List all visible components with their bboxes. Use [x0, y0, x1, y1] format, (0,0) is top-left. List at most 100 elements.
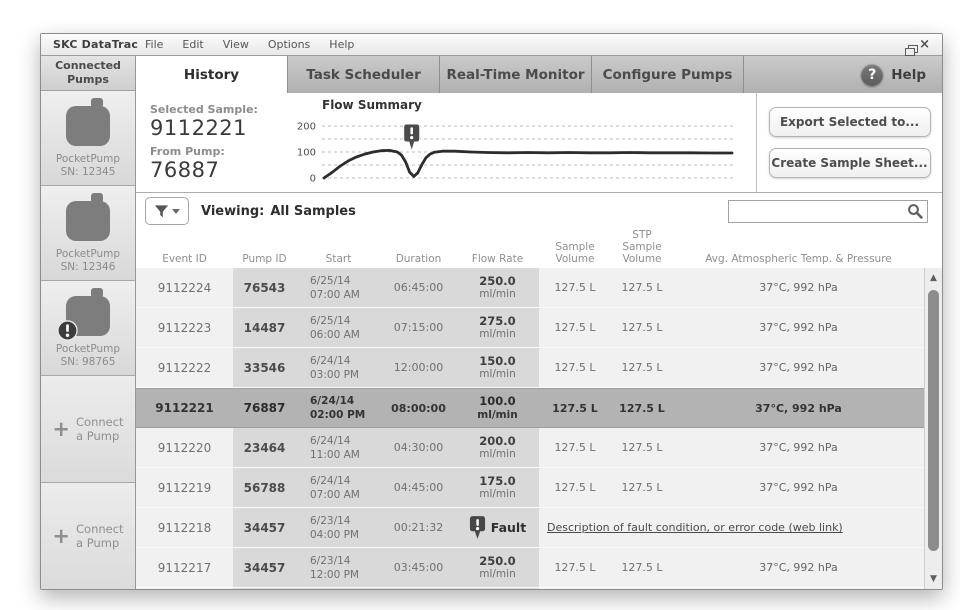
samples-table: 9112224 76543 6/25/14 07:00 AM 06:45:00 2… [136, 268, 942, 589]
app-window: SKC DataTrac File Edit View Options Help… [40, 33, 943, 590]
tab-real-time-monitor[interactable]: Real-Time Monitor [440, 56, 592, 93]
connect-label: Connect a Pump [76, 521, 124, 550]
cell-event-id: 9112220 [157, 440, 212, 455]
table-row[interactable]: 9112222 33546 6/24/14 03:00 PM 12:00:00 1… [136, 348, 924, 389]
table-header: Event ID Pump ID Start Duration Flow Rat… [136, 229, 942, 268]
filter-button[interactable] [145, 197, 189, 225]
menu-file[interactable]: File [145, 38, 164, 51]
menu-help[interactable]: Help [329, 38, 355, 51]
connect-a-pump-button-2[interactable]: + Connect a Pump [41, 483, 135, 589]
col-header-sample-volume[interactable]: Sample Volume [555, 241, 595, 266]
menu-view[interactable]: View [222, 38, 249, 51]
pump-label: PocketPump SN: 98765 [55, 342, 121, 369]
cell-event-id: 9112219 [157, 480, 212, 495]
pump-item-12345[interactable]: PocketPump SN: 12345 [41, 91, 135, 186]
pump-item-12346[interactable]: PocketPump SN: 12346 [41, 186, 135, 281]
tab-bar: History Task Scheduler Real-Time Monitor… [136, 56, 942, 93]
title-bar: SKC DataTrac File Edit View Options Help… [41, 34, 942, 56]
cell-pump-id: 56788 [243, 480, 286, 495]
col-header-start[interactable]: Start [325, 253, 352, 266]
table-row[interactable]: 9112224 76543 6/25/14 07:00 AM 06:45:00 2… [136, 268, 924, 309]
scrollbar-thumb[interactable] [928, 290, 939, 551]
cell-sample-volume: 127.5 L [554, 361, 596, 375]
cell-start: 6/24/14 02:00 PM [296, 394, 381, 422]
start-time: 11:00 AM [310, 448, 360, 461]
cell-duration: 03:45:00 [393, 561, 444, 575]
cell-pump-id: 34457 [243, 560, 286, 575]
search-icon[interactable] [907, 203, 923, 219]
cell-sample-volume: 127.5 L [554, 561, 596, 575]
cell-pump-id: 14487 [243, 320, 286, 335]
table-row[interactable]: 9112219 56788 6/24/14 07:00 AM 04:45:00 1… [136, 468, 924, 509]
cell-flow-rate: 250.0 ml/min [456, 554, 539, 582]
cell-start: 6/24/14 03:00 PM [296, 354, 381, 382]
table-row[interactable]: 9112220 23464 6/24/14 11:00 AM 04:30:00 2… [136, 428, 924, 469]
connect-a-pump-button-1[interactable]: + Connect a Pump [41, 376, 135, 483]
flow-value: 175.0 [479, 473, 516, 488]
close-icon[interactable]: × [919, 37, 930, 52]
table-row[interactable]: 9112217 34457 6/23/14 12:00 PM 03:45:00 2… [136, 548, 924, 589]
cell-stp-volume: 127.5 L [621, 441, 663, 455]
export-selected-button[interactable]: Export Selected to... [768, 107, 931, 137]
fault-description-link[interactable]: Description of fault condition, or error… [547, 521, 843, 535]
cell-sample-volume: 127.5 L [552, 401, 598, 415]
menu-edit[interactable]: Edit [182, 38, 204, 51]
table-row[interactable]: 9112223 14487 6/25/14 06:00 AM 07:15:00 2… [136, 308, 924, 349]
cell-atm-temp-pressure: 37°C, 992 hPa [759, 281, 838, 295]
cell-flow-rate: 175.0 ml/min [456, 474, 539, 502]
menu-options[interactable]: Options [267, 38, 311, 51]
col-header-pump-id[interactable]: Pump ID [242, 253, 287, 266]
app-title: SKC DataTrac [53, 38, 139, 51]
cell-duration: 06:45:00 [393, 281, 444, 295]
start-time: 04:00 PM [310, 528, 359, 541]
start-time: 02:00 PM [310, 409, 366, 422]
start-time: 07:00 AM [310, 288, 360, 301]
col-header-flow-rate[interactable]: Flow Rate [471, 253, 524, 266]
start-date: 6/25/14 [310, 274, 351, 287]
vertical-scrollbar[interactable]: ▲ ▼ [924, 268, 942, 589]
flow-unit: ml/min [479, 488, 516, 501]
tab-task-scheduler[interactable]: Task Scheduler [288, 56, 440, 93]
cell-stp-volume: 127.5 L [621, 281, 663, 295]
pump-icon [66, 192, 110, 241]
svg-text:200: 200 [297, 122, 316, 133]
tab-history[interactable]: History [136, 56, 288, 93]
tab-configure-pumps[interactable]: Configure Pumps [592, 56, 744, 93]
help-button[interactable]: ? Help [744, 56, 942, 93]
flow-chart-svg: 200 100 0 [297, 122, 734, 185]
plus-icon: + [52, 416, 71, 441]
col-header-avg-atmospheric[interactable]: Avg. Atmospheric Temp. & Pressure [705, 253, 892, 266]
start-date: 6/23/14 [310, 514, 351, 527]
col-header-event-id[interactable]: Event ID [162, 253, 207, 266]
scroll-down-icon[interactable]: ▼ [930, 574, 937, 584]
plus-icon: + [52, 523, 71, 548]
cell-event-id: 9112224 [157, 280, 212, 295]
cell-duration: 07:15:00 [393, 321, 444, 335]
pump-item-98765[interactable]: PocketPump SN: 98765 [41, 281, 135, 376]
cell-start: 6/23/14 04:00 PM [296, 514, 381, 542]
cell-start: 6/24/14 11:00 AM [296, 434, 381, 462]
col-header-duration[interactable]: Duration [395, 253, 442, 266]
create-sample-sheet-button[interactable]: Create Sample Sheet... [768, 148, 931, 178]
help-label: Help [891, 66, 926, 83]
cell-start: 6/23/14 12:00 PM [296, 554, 381, 582]
cell-event-id: 9112223 [157, 320, 212, 335]
cell-event-id: 9112218 [157, 520, 212, 535]
flow-value: 250.0 [479, 273, 516, 288]
flow-value: 100.0 [479, 394, 516, 409]
selected-sample-info: Selected Sample: 9112221 From Pump: 7688… [136, 93, 286, 192]
cell-pump-id: 33546 [243, 360, 286, 375]
filter-icon [154, 204, 169, 217]
from-pump-value: 76887 [150, 158, 220, 182]
cell-flow-rate: 275.0 ml/min [456, 314, 539, 342]
table-row[interactable]: 9112218 34457 6/23/14 04:00 PM 00:21:32 F… [136, 508, 924, 549]
cell-pump-id: 34457 [243, 520, 286, 535]
svg-text:0: 0 [310, 174, 316, 185]
help-icon: ? [861, 63, 884, 86]
search-input[interactable] [735, 204, 907, 218]
from-pump-label: From Pump: [150, 145, 225, 158]
scroll-up-icon[interactable]: ▲ [930, 273, 937, 284]
pump-label: PocketPump SN: 12345 [55, 152, 121, 179]
table-row[interactable]: 9112221 76887 6/24/14 02:00 PM 08:00:00 1… [136, 388, 924, 429]
col-header-stp-sample-volume[interactable]: STP Sample Volume [622, 229, 662, 266]
